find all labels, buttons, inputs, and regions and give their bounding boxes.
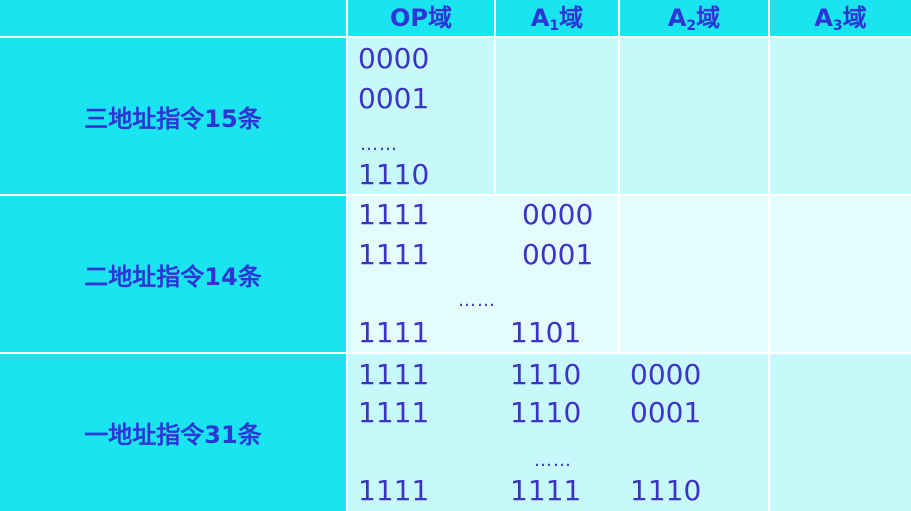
- header-op-label: OP域: [390, 4, 452, 32]
- group-label-three-address: 三地址指令15条: [0, 38, 346, 194]
- opcode-value: 1111: [358, 316, 430, 349]
- a2-value: 0000: [630, 358, 702, 391]
- group-label-two-address: 二地址指令14条: [0, 196, 346, 352]
- header-a3-tail: 域: [842, 4, 867, 32]
- opcode-value: 1111: [358, 474, 430, 507]
- row-divider-3: [0, 352, 911, 354]
- opcode-value: 1111: [358, 396, 430, 429]
- a1-value: 1110: [510, 396, 582, 429]
- opcode-value: 0001: [358, 82, 430, 115]
- group2-body: [348, 196, 911, 352]
- a1-value: 1101: [510, 316, 582, 349]
- header-a3-main: A: [814, 4, 833, 32]
- header-a3-sub: 3: [832, 18, 843, 34]
- header-a2-main: A: [667, 4, 687, 32]
- ellipsis: ……: [534, 450, 572, 471]
- col-divider-4: [768, 0, 770, 511]
- opcode-value: 1111: [358, 358, 430, 391]
- group-label-text: 三地址指令15条: [84, 104, 262, 133]
- header-a3: A3域: [770, 0, 911, 36]
- header-a1-sub: 1: [549, 18, 560, 34]
- header-op: OP域: [348, 0, 494, 36]
- opcode-value: 1111: [358, 238, 430, 271]
- row-divider-2: [0, 194, 911, 196]
- group3-body: [348, 354, 911, 511]
- group-label-one-address: 一地址指令31条: [0, 354, 346, 511]
- group-label-text: 一地址指令31条: [84, 421, 262, 449]
- opcode-value: 0000: [358, 42, 430, 75]
- header-a1-tail: 域: [559, 4, 584, 32]
- ellipsis: ……: [458, 290, 496, 311]
- a1-value: 1110: [510, 358, 582, 391]
- header-a2-sub: 2: [686, 18, 697, 34]
- a1-value: 1111: [510, 474, 582, 507]
- ellipsis: ……: [360, 134, 398, 155]
- header-a2: A2域: [620, 0, 768, 36]
- header-corner: [0, 0, 346, 36]
- header-a2-tail: 域: [696, 4, 721, 32]
- a1-value: 0001: [522, 238, 594, 271]
- col-divider-1: [346, 0, 348, 511]
- header-a1-main: A: [530, 4, 550, 32]
- a1-value: 0000: [522, 198, 594, 231]
- row-divider-1: [0, 36, 911, 38]
- col-divider-3: [618, 0, 620, 354]
- col-divider-2: [494, 0, 496, 196]
- group-label-text: 二地址指令14条: [84, 262, 262, 291]
- header-a1: A1域: [496, 0, 618, 36]
- a2-value: 1110: [630, 474, 702, 507]
- a2-value: 0001: [630, 396, 702, 429]
- opcode-value: 1111: [358, 198, 430, 231]
- group1-body: [348, 38, 911, 194]
- opcode-value: 1110: [358, 158, 430, 191]
